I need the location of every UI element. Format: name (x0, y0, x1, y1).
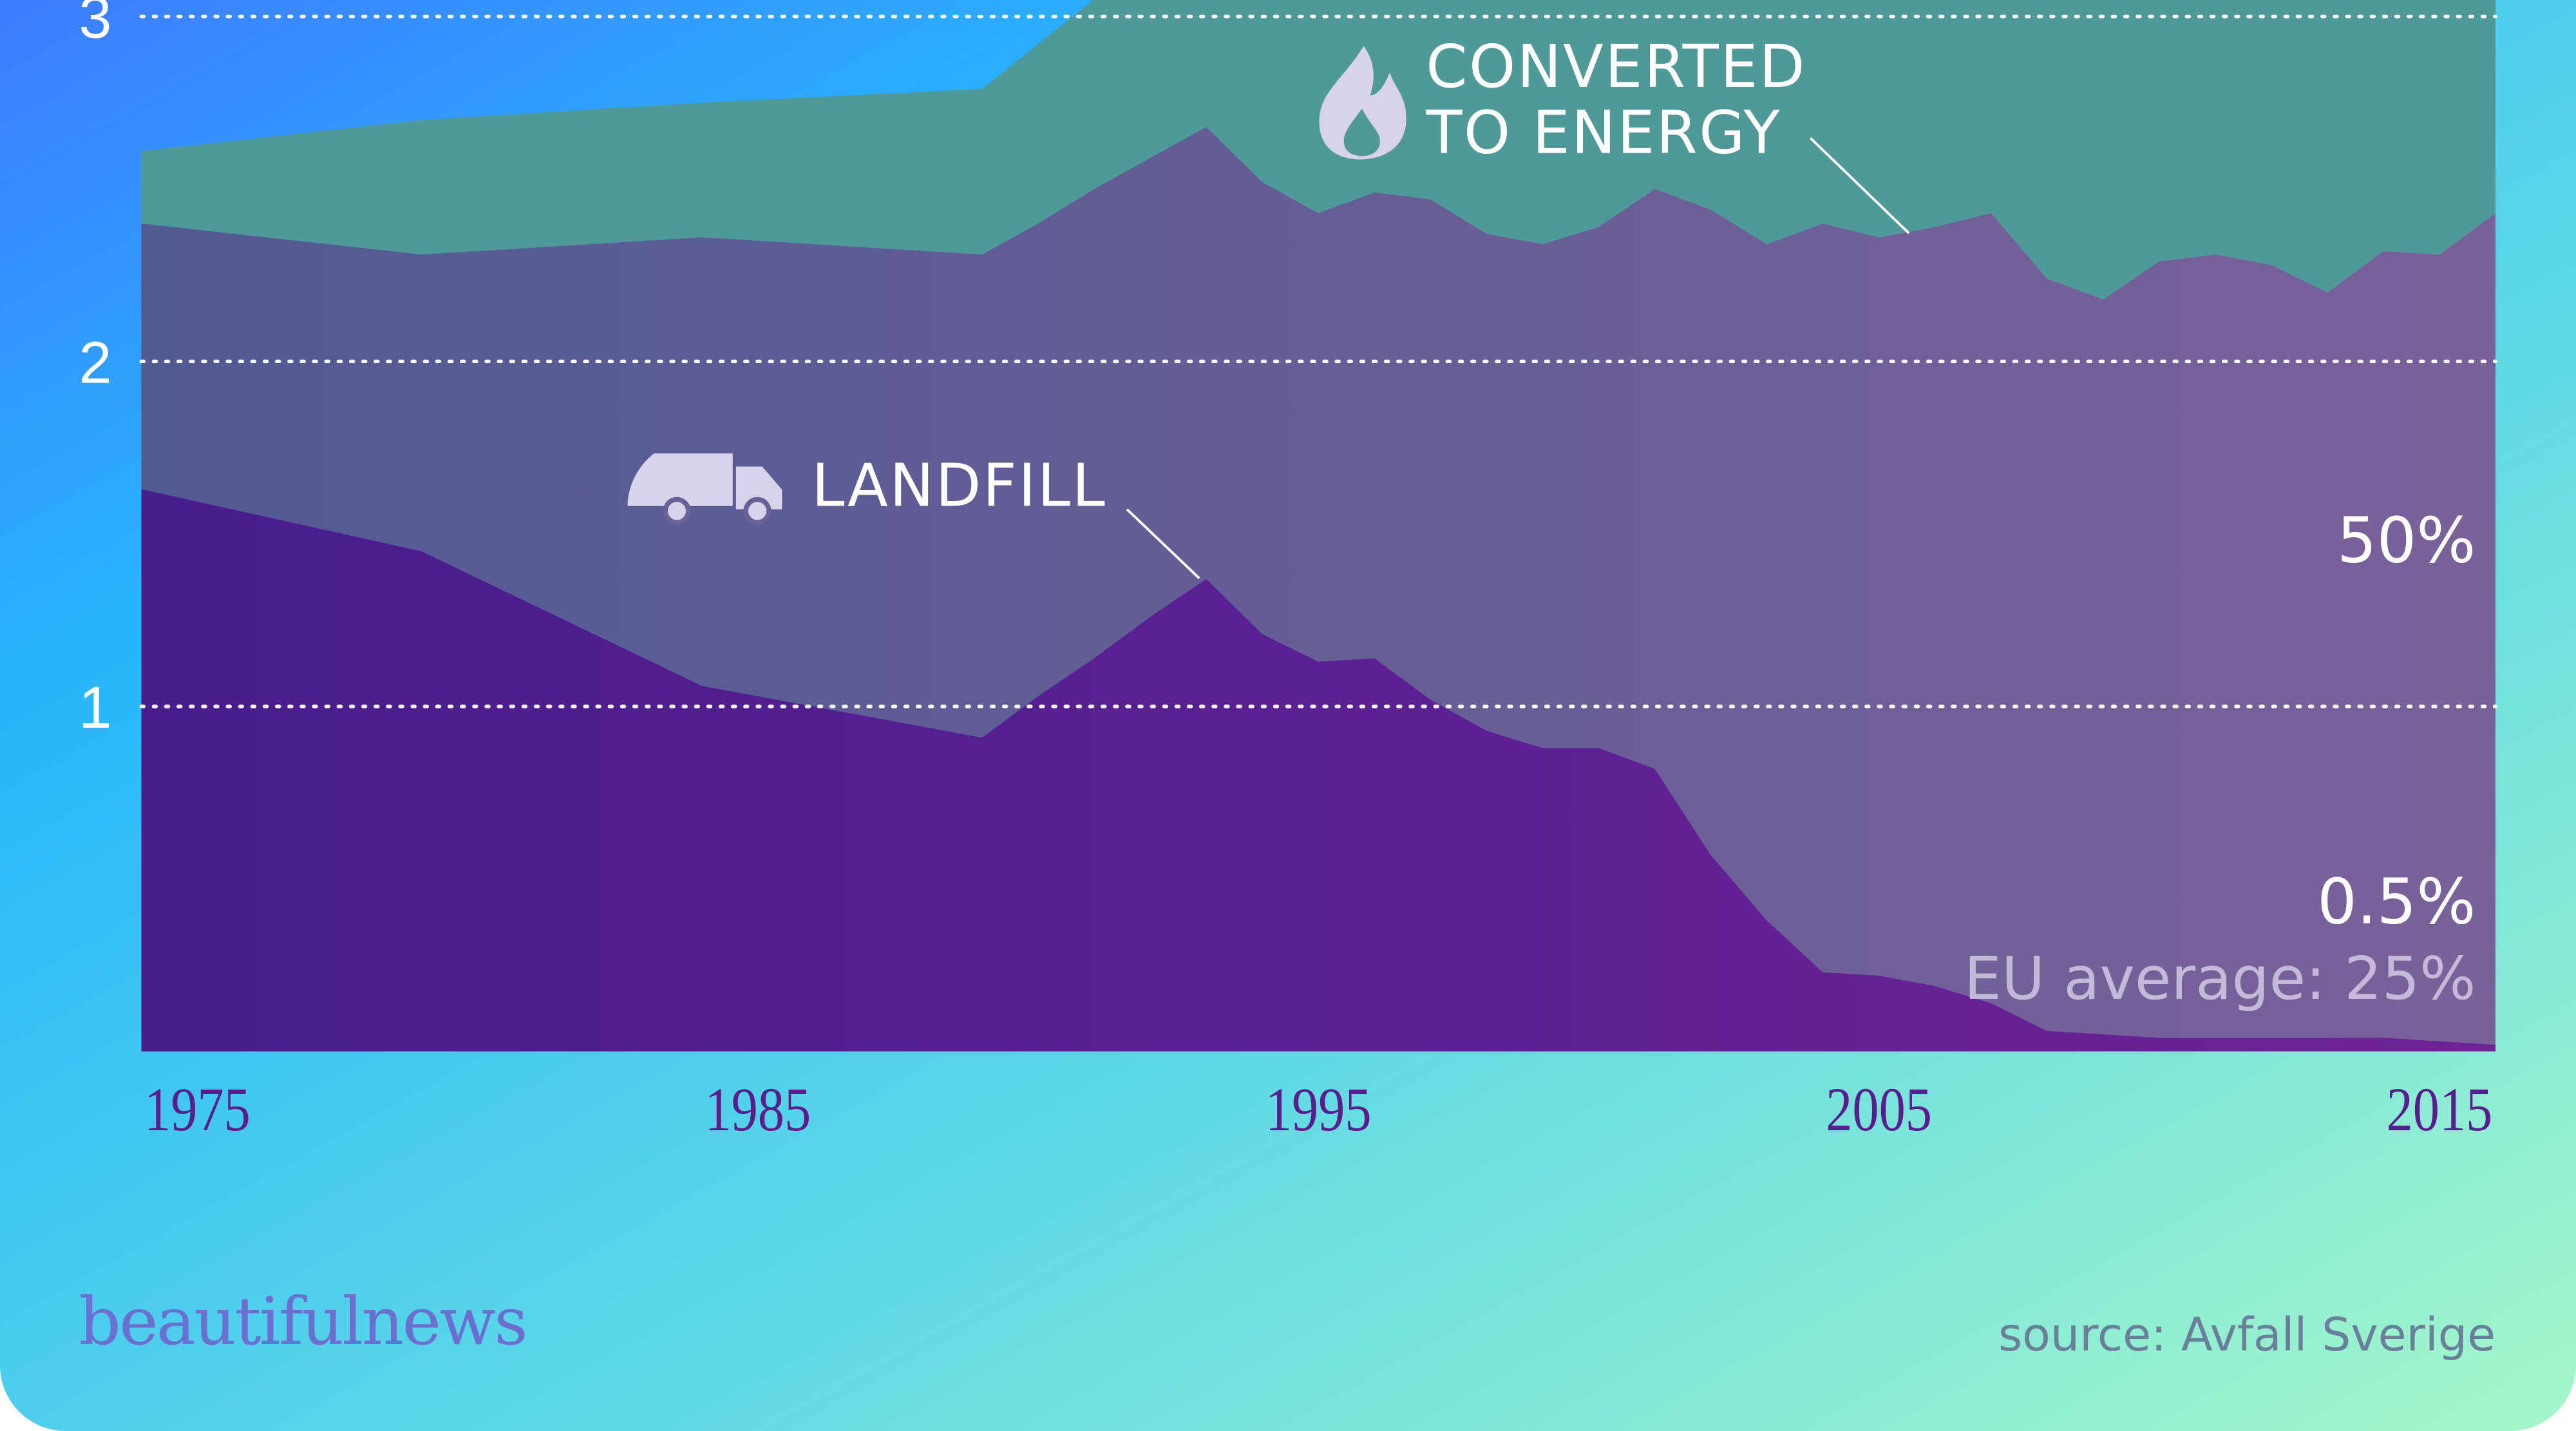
annotation: 0.5% (2317, 866, 2476, 938)
truck-icon (627, 453, 782, 526)
x-tick-label: 2005 (1826, 1076, 1932, 1144)
x-tick-label: 2015 (2387, 1076, 2493, 1144)
series-label-box: CONVERTED TO ENERGY (1426, 36, 1807, 168)
y-tick-label: 3 (79, 0, 111, 51)
y-tick-label: 1 (79, 675, 111, 741)
brand: beautifulnews (79, 1284, 526, 1360)
plot-area (141, 0, 2496, 1052)
series-label: LANDFILL (811, 451, 1106, 520)
annotation: 50% (2337, 504, 2476, 576)
y-tick-label: 2 (79, 330, 111, 395)
pointer-line (1126, 508, 1200, 580)
annotation: EU average: 25% (1964, 944, 2476, 1013)
source: source: Avfall Sverige (1998, 1308, 2496, 1361)
grid (139, 14, 2497, 708)
x-tick-label: 1995 (1265, 1076, 1372, 1144)
area (141, 489, 2496, 1052)
area (141, 0, 2496, 299)
area (141, 126, 2496, 1045)
x-tick-label: 1975 (144, 1076, 251, 1144)
axes: 1 2 3 1975 1985 1995 2005 2015 (79, 0, 2492, 1144)
flame-icon (1319, 46, 1406, 160)
pointer-line (1809, 137, 1910, 234)
x-tick-label: 1985 (705, 1076, 811, 1144)
series-label: CONVERTED TO ENERGY (1426, 36, 1807, 168)
